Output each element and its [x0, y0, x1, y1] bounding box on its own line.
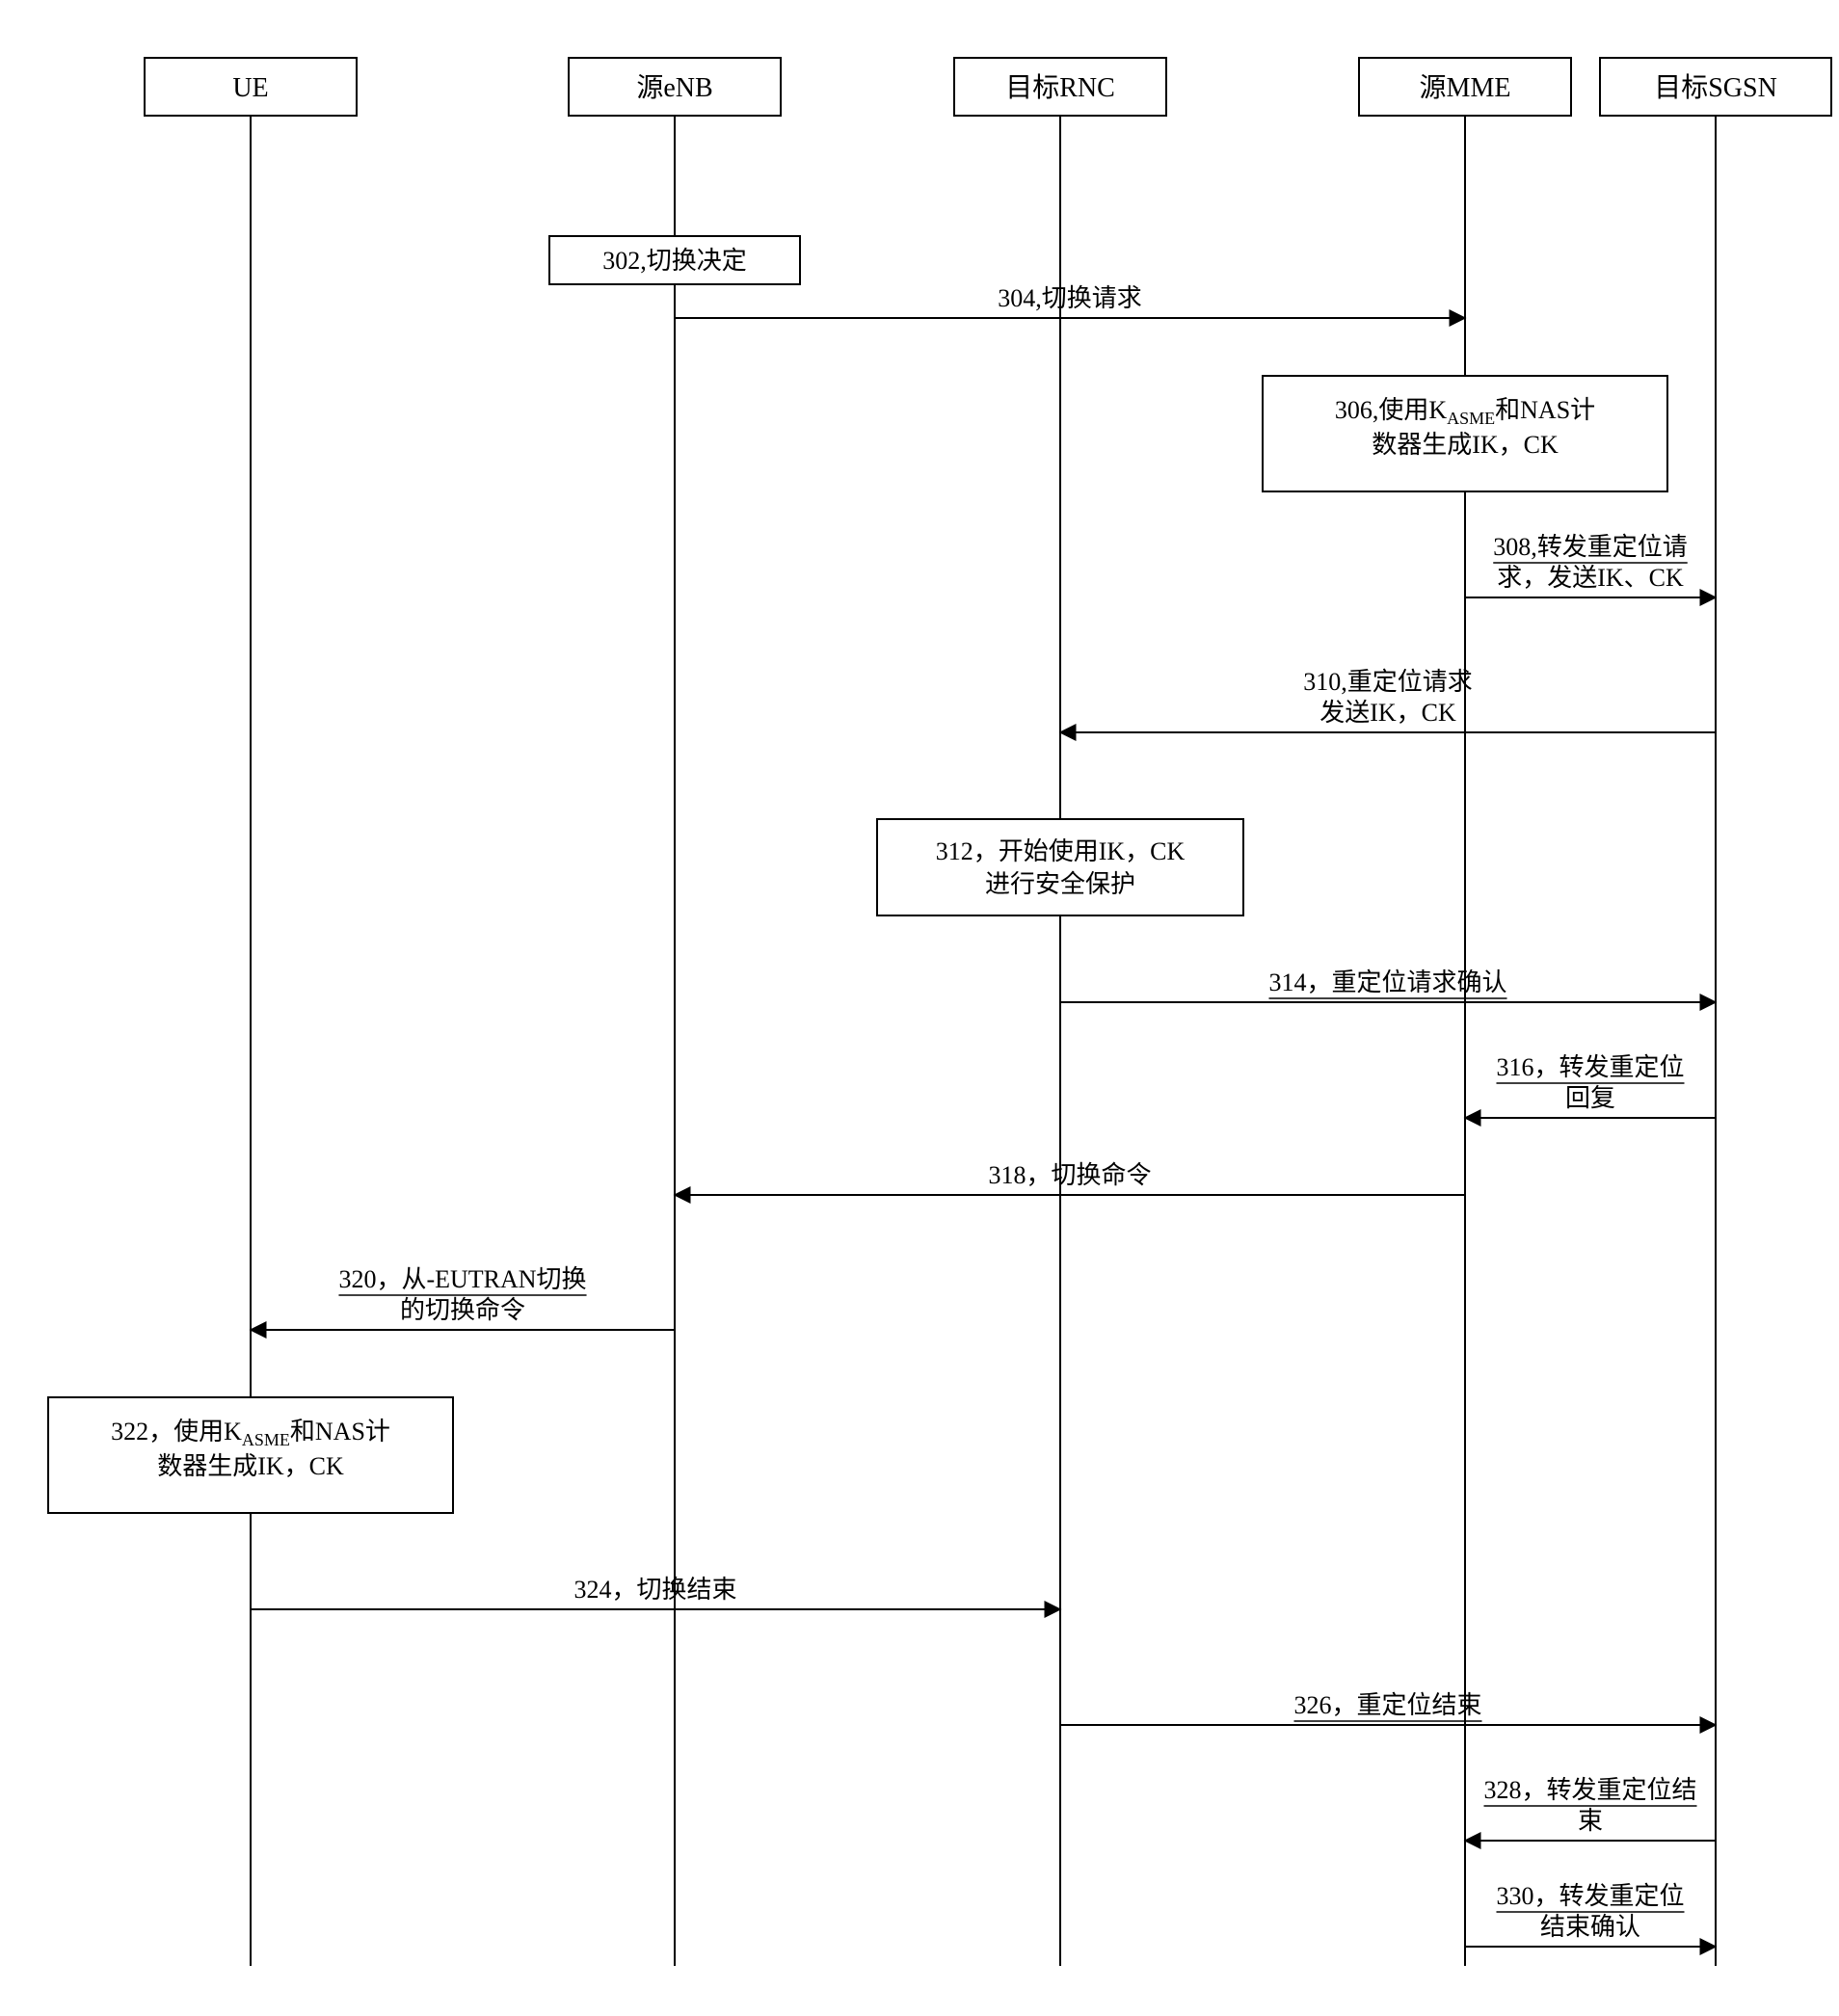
- message-label-m326-0: 326，重定位结束: [1293, 1691, 1481, 1719]
- message-label-m320-0: 320，从-EUTRAN切换: [338, 1265, 586, 1293]
- message-label-m304-0: 304,切换请求: [998, 284, 1142, 312]
- lifeline-label-ue: UE: [232, 73, 268, 103]
- message-label-m318-0: 318，切换命令: [988, 1161, 1151, 1189]
- lifeline-label-mme: 源MME: [1420, 73, 1511, 103]
- note-text-n322-1: 数器生成IK，CK: [157, 1452, 344, 1480]
- note-text-n312-0: 312，开始使用IK，CK: [936, 837, 1186, 865]
- note-text-n302-0: 302,切换决定: [602, 247, 747, 275]
- message-label-m330-0: 330，转发重定位: [1496, 1882, 1684, 1910]
- lifeline-label-enb: 源eNB: [636, 73, 712, 103]
- lifeline-label-sgsn: 目标SGSN: [1654, 72, 1777, 103]
- message-label-m308-1: 求，发送IK、CK: [1497, 564, 1684, 592]
- message-label-m330-1: 结束确认: [1540, 1913, 1640, 1941]
- message-label-m308-0: 308,转发重定位请: [1493, 533, 1688, 561]
- message-label-m324-0: 324，切换结束: [573, 1576, 736, 1604]
- message-label-m314-0: 314，重定位请求确认: [1268, 968, 1506, 996]
- message-label-m328-0: 328，转发重定位结: [1483, 1776, 1696, 1804]
- message-label-m316-0: 316，转发重定位: [1496, 1053, 1684, 1081]
- message-label-m320-1: 的切换命令: [400, 1296, 525, 1324]
- message-label-m316-1: 回复: [1565, 1084, 1615, 1112]
- message-label-m328-1: 束: [1578, 1807, 1603, 1835]
- message-label-m310-1: 发送IK，CK: [1319, 699, 1456, 727]
- sequence-diagram: UE 源eNB 目标RNC 源MME 目标SGSN 304,切换请求 308,转发重定位请求…: [19, 19, 1839, 1997]
- note-text-n306-1: 数器生成IK，CK: [1372, 431, 1559, 459]
- lifeline-label-rnc: 目标RNC: [1005, 72, 1115, 103]
- note-text-n312-1: 进行安全保护: [985, 870, 1135, 898]
- message-label-m310-0: 310,重定位请求: [1303, 668, 1473, 696]
- note-n312: [877, 819, 1243, 915]
